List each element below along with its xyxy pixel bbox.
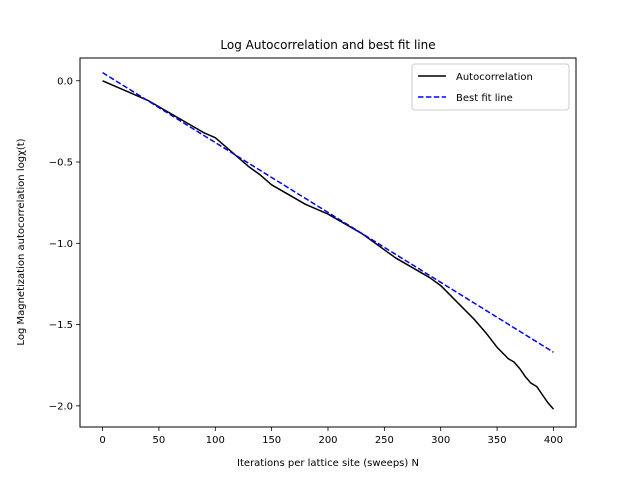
- legend-box: [411, 63, 570, 111]
- series-layer: [102, 71, 555, 410]
- x-tick-label: 0: [99, 435, 105, 446]
- y-tick-label: −1.0: [49, 239, 73, 250]
- x-tick-label: 50: [153, 435, 166, 446]
- y-axis-ticks: 0.0 −0.5 −1.0 −1.5 −2.0: [49, 76, 80, 412]
- x-tick-label: 300: [431, 435, 450, 446]
- series-line-best-fit-line: [102, 71, 554, 353]
- legend: Autocorrelation Best fit line: [411, 63, 570, 111]
- x-axis-label: Iterations per lattice site (sweeps) N: [237, 458, 419, 469]
- series-line-autocorrelation: [102, 80, 555, 410]
- x-tick-label: 250: [375, 435, 394, 446]
- x-tick-label: 350: [488, 435, 507, 446]
- y-tick-label: 0.0: [57, 76, 73, 87]
- x-axis-ticks: 0 50 100 150 200 250 300 350 400: [99, 427, 563, 446]
- y-tick-label: −0.5: [49, 158, 73, 169]
- axes-frame: [79, 57, 577, 428]
- chart-title: Log Autocorrelation and best fit line: [220, 38, 435, 52]
- y-axis-label: Log Magnetization autocorrelation logχ(t…: [16, 138, 27, 345]
- legend-label-autocorrelation: Autocorrelation: [456, 72, 533, 83]
- x-tick-label: 400: [544, 435, 563, 446]
- y-tick-label: −2.0: [49, 401, 73, 412]
- legend-label-best-fit: Best fit line: [456, 93, 513, 104]
- y-tick-label: −1.5: [49, 320, 73, 331]
- x-tick-label: 200: [318, 435, 337, 446]
- x-tick-label: 100: [206, 435, 225, 446]
- x-tick-label: 150: [262, 435, 281, 446]
